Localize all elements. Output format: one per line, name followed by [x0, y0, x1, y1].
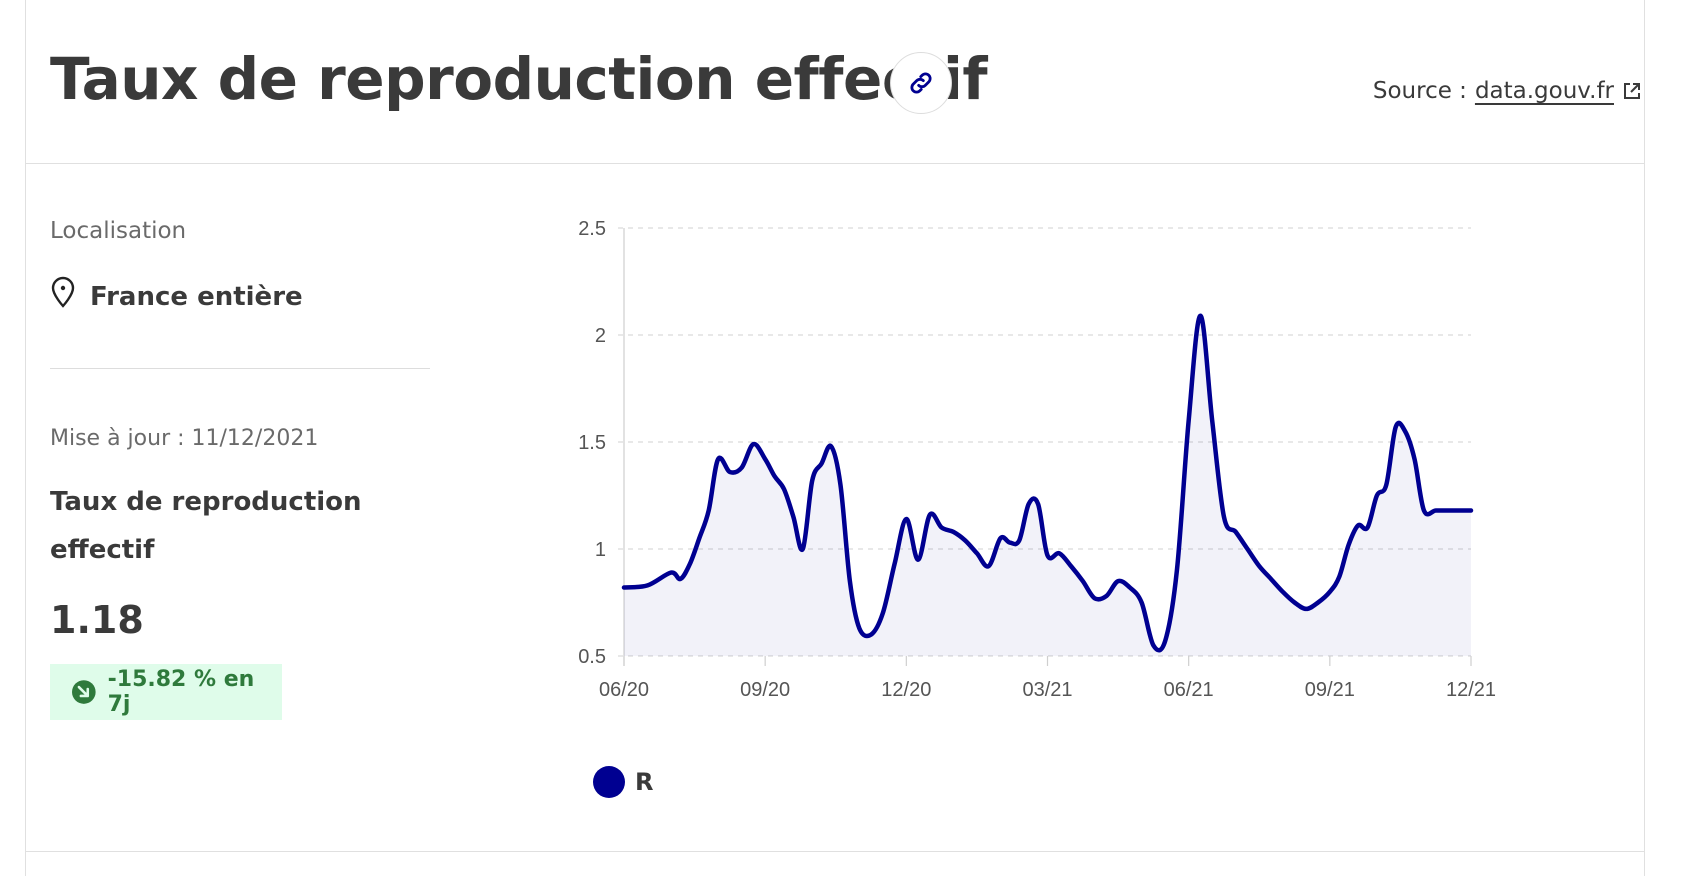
chart-legend: R — [593, 766, 653, 798]
location-value: France entière — [90, 282, 303, 312]
source-link-text: data.gouv.fr — [1474, 78, 1614, 104]
y-tick-label: 2.5 — [578, 218, 606, 240]
location-selector[interactable]: France entière — [50, 272, 303, 312]
page-title: Taux de reproduction effectif — [50, 45, 988, 113]
trend-badge: -15.82 % en 7j — [50, 664, 282, 720]
source-prefix: Source : — [1372, 78, 1467, 104]
metric-title: Taux de reproduction effectif — [50, 487, 362, 565]
arrow-down-right-icon — [72, 680, 96, 704]
x-tick-label: 12/20 — [881, 679, 931, 701]
location-label: Localisation — [50, 218, 187, 244]
metric-value: 1.18 — [50, 598, 144, 642]
series-area — [624, 315, 1471, 656]
chart-card — [25, 0, 1645, 876]
y-tick-label: 1.5 — [578, 432, 606, 454]
source: Source : data.gouv.fr — [1373, 78, 1642, 104]
x-tick-label: 06/21 — [1164, 679, 1214, 701]
series-line-r — [621, 313, 1474, 653]
source-link[interactable]: data.gouv.fr — [1475, 78, 1642, 104]
copy-link-button[interactable] — [890, 52, 952, 114]
external-link-icon — [1624, 83, 1640, 99]
x-tick-label: 09/20 — [740, 679, 790, 701]
y-tick-label: 0.5 — [578, 646, 606, 668]
y-tick-label: 1 — [595, 539, 606, 561]
y-tick-label: 2 — [595, 325, 606, 347]
x-tick-label: 06/20 — [599, 679, 649, 701]
trend-text: -15.82 % en 7j — [107, 667, 255, 717]
link-icon — [910, 72, 932, 94]
legend-label: R — [635, 768, 654, 796]
x-tick-label: 03/21 — [1022, 679, 1072, 701]
header-divider — [26, 163, 1644, 164]
footer-divider — [26, 851, 1644, 852]
x-tick-label: 09/21 — [1305, 679, 1355, 701]
x-tick-label: 12/21 — [1446, 679, 1496, 701]
r-line-chart: 0.5 1 1.5 2 2.5 06/20 09/20 12/20 03/21 06/21 09/2… — [578, 218, 1496, 701]
legend-swatch — [593, 766, 625, 798]
sidebar-divider — [50, 368, 430, 369]
map-pin-icon — [51, 276, 75, 308]
update-date: Mise à jour : 11/12/2021 — [50, 426, 319, 451]
